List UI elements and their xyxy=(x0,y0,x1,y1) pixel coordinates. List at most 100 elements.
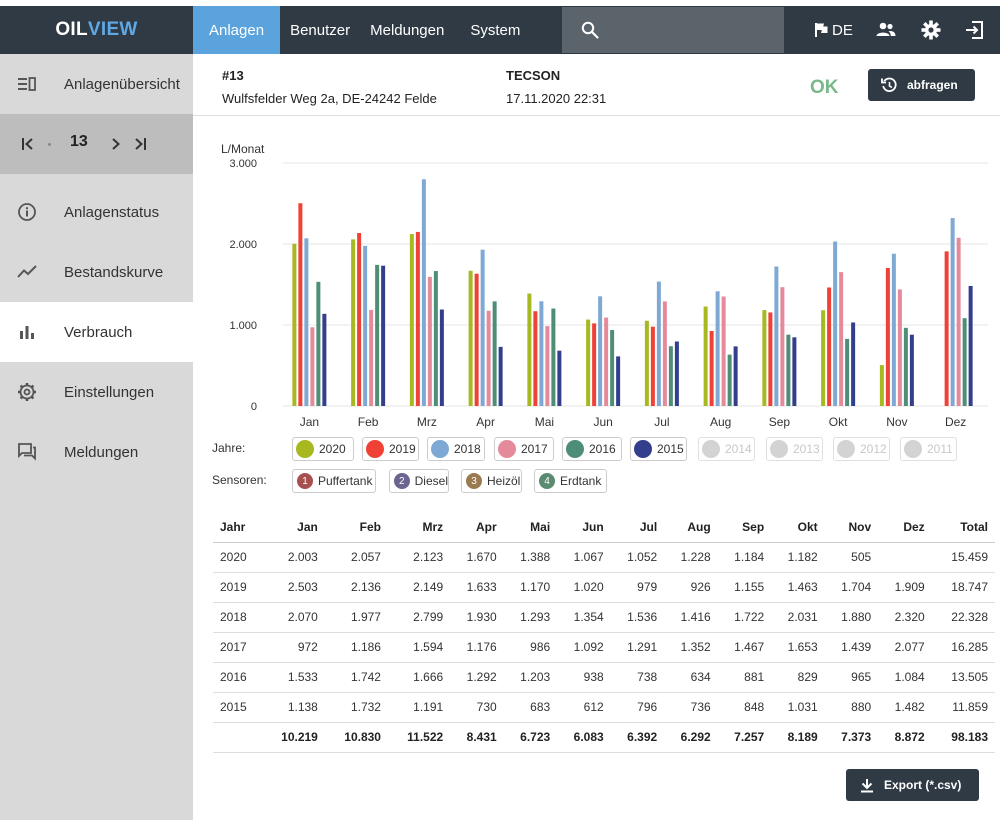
year-toggle-2014[interactable]: 2014 xyxy=(698,437,755,461)
column-header: Sep xyxy=(717,512,772,543)
logout-icon[interactable] xyxy=(964,19,986,41)
year-toggle-2019[interactable]: 2019 xyxy=(362,437,419,461)
message-icon xyxy=(18,443,36,461)
x-tick-label: Jun xyxy=(593,415,612,429)
table-cell: 13.505 xyxy=(931,662,995,693)
table-cell: 1.203 xyxy=(503,662,558,693)
year-toggle-2020[interactable]: 2020 xyxy=(292,437,354,461)
table-cell: 1.977 xyxy=(324,602,388,633)
year-toggle-2018[interactable]: 2018 xyxy=(427,437,485,461)
sidebar-item-meldungen[interactable]: Meldungen xyxy=(0,422,193,482)
year-toggle-2015[interactable]: 2015 xyxy=(630,437,687,461)
table-total-cell: 10.219 xyxy=(261,721,325,753)
year-toggle-2017[interactable]: 2017 xyxy=(494,437,554,461)
last-page-icon[interactable] xyxy=(132,136,148,152)
sensor-toggle-3[interactable]: 3 Heizöl xyxy=(461,469,522,493)
table-cell: 2.320 xyxy=(878,602,932,633)
table-total-cell: 8.189 xyxy=(771,721,825,753)
sidebar-item-bestandskurve[interactable]: Bestandskurve xyxy=(0,242,193,302)
table-cell: 1.020 xyxy=(557,572,611,603)
table-cell: 1.633 xyxy=(450,572,504,603)
bar-2016-Jan xyxy=(316,281,321,406)
sensor-toggle-1[interactable]: 1 Puffertank xyxy=(292,469,376,493)
table-cell: 1.533 xyxy=(261,662,325,693)
bar-2015-Mrz xyxy=(439,309,444,406)
list-icon xyxy=(18,77,36,91)
first-page-icon[interactable] xyxy=(20,136,36,152)
bar-chart-icon xyxy=(20,326,34,339)
bar-2018-Jun xyxy=(598,296,603,406)
sensor-toggle-4[interactable]: 4 Erdtank xyxy=(534,469,607,493)
year-toggle-label: 2019 xyxy=(389,442,416,456)
plant-info-header: #13 Wulfsfelder Weg 2a, DE-24242 Felde T… xyxy=(193,54,1000,116)
flag-icon xyxy=(815,23,828,37)
table-total-cell: 7.257 xyxy=(717,721,772,753)
table-cell: 2016 xyxy=(213,662,262,693)
year-toggle-2012[interactable]: 2012 xyxy=(833,437,890,461)
sensor-number-badge: 4 xyxy=(539,473,555,489)
table-cell: 2.123 xyxy=(387,542,451,573)
query-button[interactable]: abfragen xyxy=(868,69,975,101)
table-cell: 1.176 xyxy=(450,632,504,663)
bar-2016-Jul xyxy=(668,346,673,406)
pager-separator xyxy=(48,143,51,146)
sensor-toggle-label: Heizöl xyxy=(487,474,521,488)
table-row: 2015 1.138 1.732 1.191 730 683 612 796 736 848 1.0… xyxy=(213,692,995,723)
x-tick-label: Feb xyxy=(358,415,379,429)
sidebar-item-einstellungen[interactable]: Einstellungen xyxy=(0,362,193,422)
bar-2016-Aug xyxy=(727,354,732,406)
table-cell: 738 xyxy=(610,662,665,693)
bar-2018-Aug xyxy=(715,291,720,406)
x-tick-label: Jul xyxy=(654,415,669,429)
sidebar-item-verbrauch[interactable]: Verbrauch xyxy=(0,302,193,362)
column-header: Jahr xyxy=(213,512,262,543)
column-header: Feb xyxy=(324,512,388,543)
table-cell: 1.138 xyxy=(261,692,325,723)
table-cell: 2017 xyxy=(213,632,262,663)
bar-2015-Dez xyxy=(968,285,973,406)
sensor-toggle-label: Diesel xyxy=(414,474,448,488)
sidebar-item-anlagenuebersicht[interactable]: Anlagenübersicht xyxy=(0,54,193,114)
gear-icon[interactable] xyxy=(920,19,942,41)
table-cell: 1.670 xyxy=(450,542,504,573)
table-cell: 1.155 xyxy=(717,572,772,603)
bar-2015-Aug xyxy=(733,346,738,406)
table-cell: 730 xyxy=(450,692,504,723)
users-icon[interactable] xyxy=(875,19,897,41)
table-cell: 1.084 xyxy=(878,662,932,693)
year-toggle-2011[interactable]: 2011 xyxy=(900,437,957,461)
app-logo[interactable]: OIL VIEW xyxy=(0,6,193,54)
table-cell: 1.880 xyxy=(824,602,879,633)
consumption-chart-svg: L/Monat 0 1.000 2.000 3.000 Jan Feb Mrz Apr Mai Ju… xyxy=(221,142,988,429)
search-input[interactable] xyxy=(562,7,784,53)
table-cell: 1.184 xyxy=(717,542,772,573)
table-cell: 2.003 xyxy=(261,542,325,573)
next-page-icon[interactable] xyxy=(108,136,124,152)
tab-benutzer[interactable]: Benutzer xyxy=(290,21,351,39)
year-color-dot xyxy=(566,440,584,458)
x-tick-label: Nov xyxy=(886,415,907,429)
table-cell: 2.031 xyxy=(771,602,825,633)
query-button-label: abfragen xyxy=(907,78,958,92)
tab-system[interactable]: System xyxy=(470,21,521,39)
table-cell: 965 xyxy=(824,662,879,693)
bar-2015-Jun xyxy=(616,356,621,406)
year-toggle-2016[interactable]: 2016 xyxy=(562,437,622,461)
table-cell: 1.031 xyxy=(771,692,825,723)
tab-meldungen[interactable]: Meldungen xyxy=(370,21,445,39)
sidebar-item-label: Anlagenstatus xyxy=(64,203,160,221)
table-cell: 986 xyxy=(503,632,558,663)
language-selector[interactable]: DE xyxy=(814,6,853,54)
sensor-toggle-2[interactable]: 2 Diesel xyxy=(389,469,449,493)
table-cell: 505 xyxy=(824,542,879,573)
tab-anlagen[interactable]: Anlagen xyxy=(193,6,281,54)
export-csv-button[interactable]: Export (*.csv) xyxy=(846,769,979,801)
bar-2016-Feb xyxy=(375,264,380,406)
year-toggle-2013[interactable]: 2013 xyxy=(766,437,823,461)
sidebar-item-anlagenstatus[interactable]: Anlagenstatus xyxy=(0,182,193,242)
bar-2019-Sep xyxy=(768,312,773,406)
table-cell: 2020 xyxy=(213,542,262,573)
table-cell: 736 xyxy=(664,692,718,723)
bar-2020-Nov xyxy=(879,365,884,406)
x-tick-label: Apr xyxy=(476,415,495,429)
